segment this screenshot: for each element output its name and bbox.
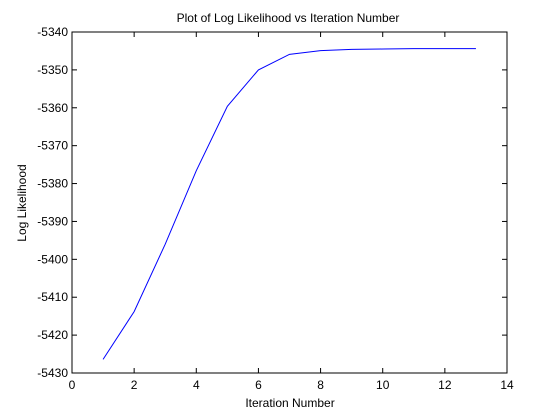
- y-axis: -5430 -5420 -5410 -5400 -5390 -5380 -5370 -5360…: [37, 25, 507, 380]
- x-tick-label: 10: [376, 378, 390, 392]
- y-tick-label: -5350: [37, 63, 68, 77]
- x-tick-label: 2: [131, 378, 138, 392]
- plot-area: [71, 31, 508, 374]
- y-tick-label: -5400: [37, 252, 68, 266]
- y-axis-title: Log Likelihood: [15, 164, 29, 241]
- x-tick-label: 8: [317, 378, 324, 392]
- series-layer: [102, 48, 476, 360]
- y-tick-label: -5380: [37, 177, 68, 191]
- series-line: [102, 48, 476, 360]
- y-tick-label: -5340: [37, 25, 68, 39]
- x-axis: 0 2 4 6 8 10 12 14: [69, 32, 514, 392]
- y-tick-label: -5370: [37, 139, 68, 153]
- x-axis-title: Iteration Number: [245, 396, 334, 410]
- x-tick-label: 14: [500, 378, 514, 392]
- y-tick-label: -5360: [37, 101, 68, 115]
- chart-title: Plot of Log Likelihood vs Iteration Numb…: [177, 11, 400, 25]
- x-tick-label: 6: [255, 378, 262, 392]
- y-tick-label: -5430: [37, 366, 68, 380]
- y-tick-label: -5420: [37, 328, 68, 342]
- y-tick-label: -5390: [37, 214, 68, 228]
- x-tick-label: 12: [438, 378, 452, 392]
- x-tick-label: 0: [69, 378, 76, 392]
- y-tick-label: -5410: [37, 290, 68, 304]
- x-tick-label: 4: [193, 378, 200, 392]
